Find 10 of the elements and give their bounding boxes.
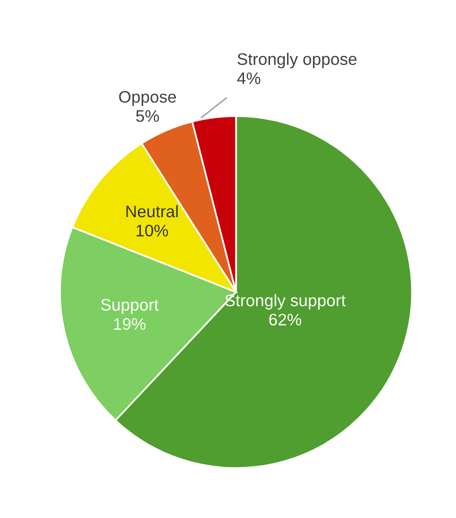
data-label: 19% [114,318,146,330]
data-label: 62% [269,314,302,326]
data-label: 4% [237,72,260,84]
slice-label: Support [101,298,159,314]
slice-label: Strongly oppose [238,52,357,68]
slice-label: Neutral [126,205,178,218]
data-label: 10% [136,224,168,236]
slice-label: Oppose [119,90,176,106]
data-label: 5% [136,110,159,122]
slice-label: Strongly support [225,294,346,310]
